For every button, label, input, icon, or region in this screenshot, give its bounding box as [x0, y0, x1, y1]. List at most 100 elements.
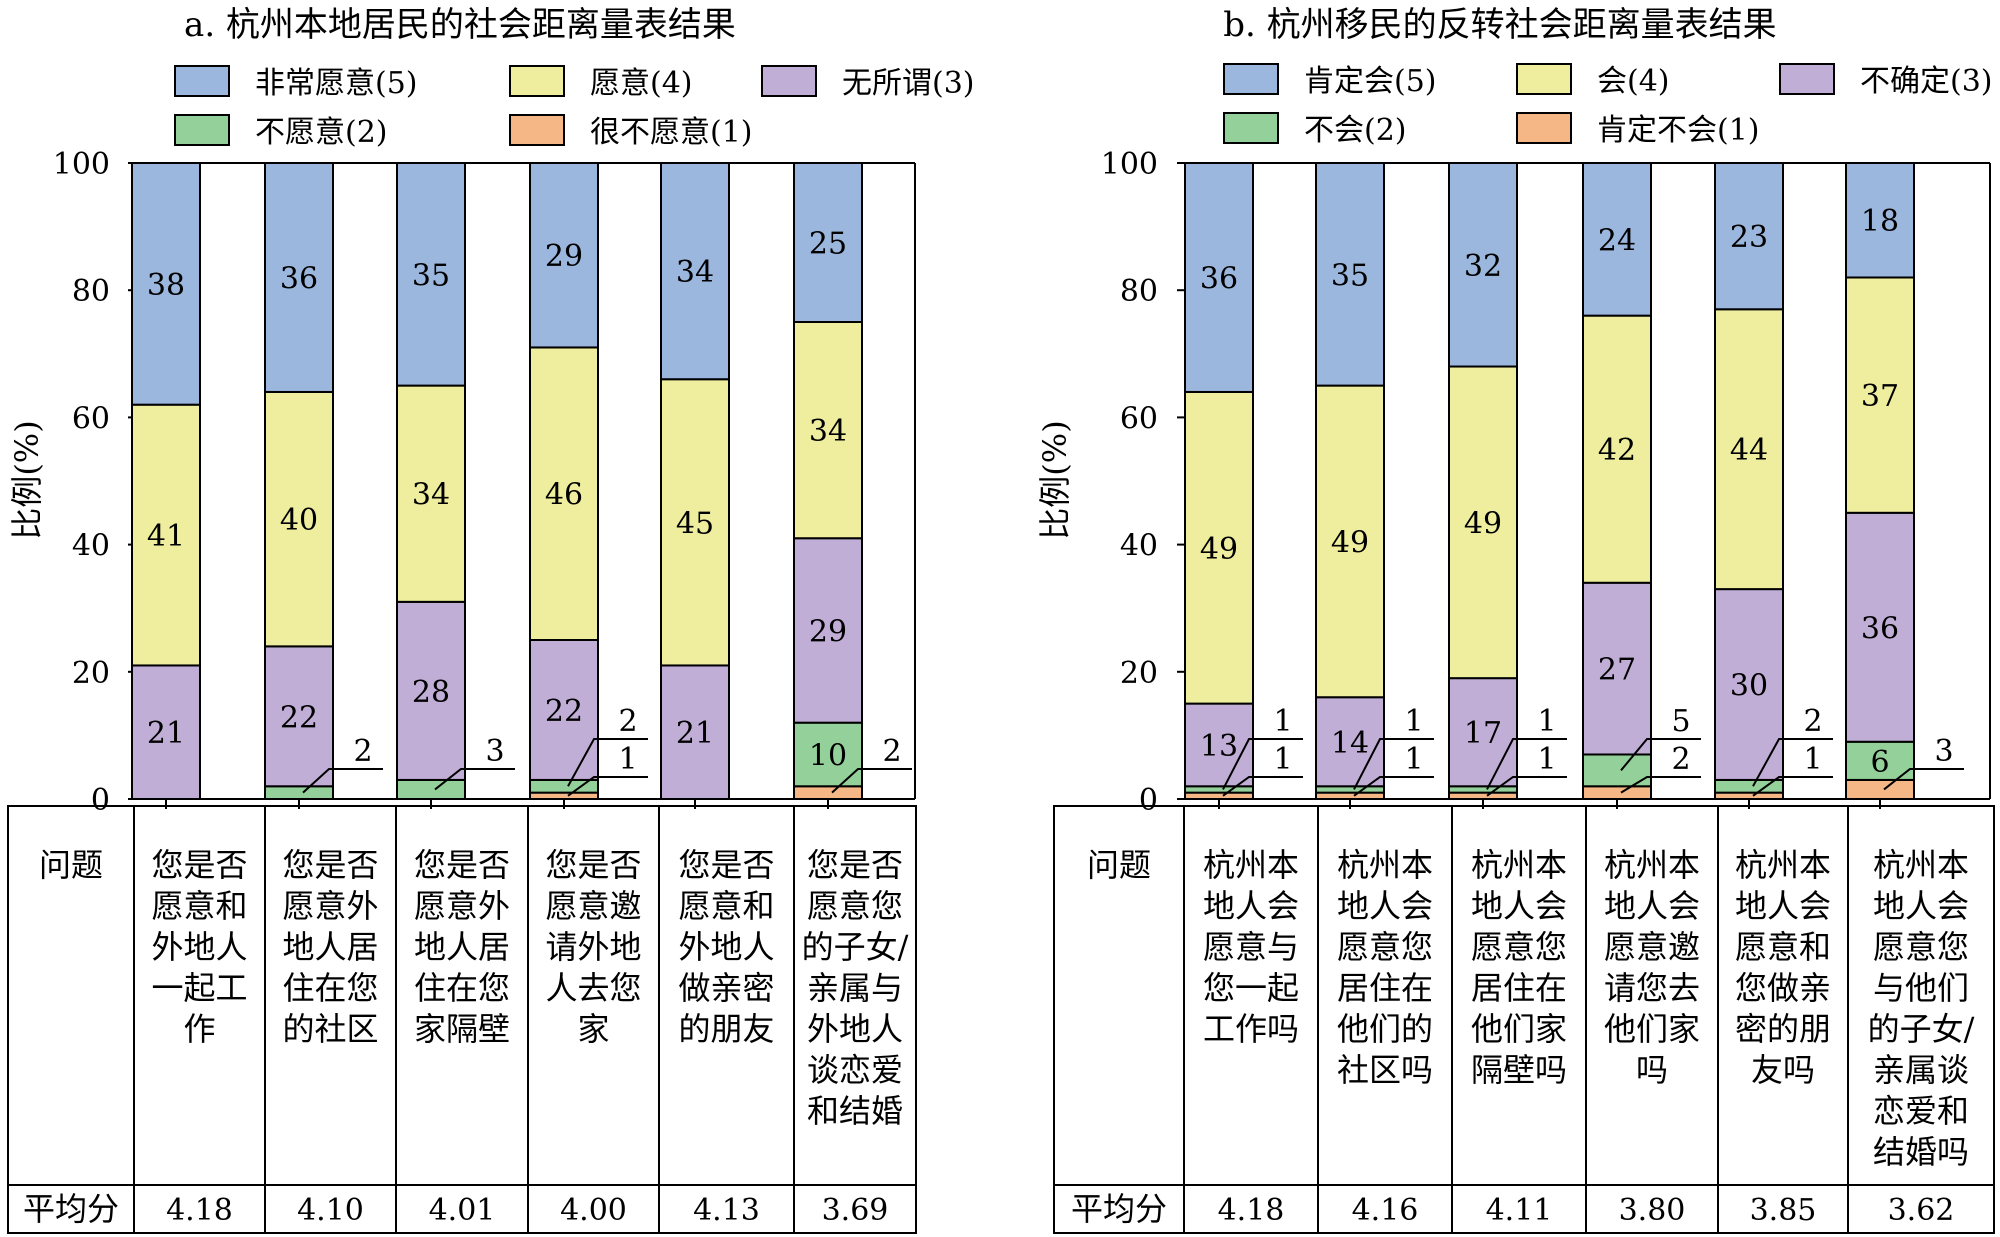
question-cell-line: 亲属谈: [1873, 1051, 1969, 1089]
chart-title: a. 杭州本地居民的社会距离量表结果: [184, 5, 736, 45]
bar-segment: [1448, 365, 1518, 680]
data-label: 1: [1803, 742, 1822, 777]
bar-segment: [264, 785, 334, 801]
y-tick-label: 0: [91, 783, 110, 818]
legend-label: 会(4): [1597, 64, 1670, 99]
table-header-cell: 问题: [1087, 846, 1151, 884]
callout-line: [1620, 776, 1701, 794]
question-cell-line: 密的朋: [1735, 1010, 1831, 1048]
y-tick-label: 20: [72, 656, 110, 691]
question-cell-line: 结婚吗: [1873, 1133, 1969, 1171]
bar-segment: [793, 162, 863, 323]
y-tick-label: 100: [53, 147, 110, 182]
data-label: 40: [280, 503, 318, 538]
question-cell-line: 住在您: [282, 969, 378, 1007]
bar-segment: [131, 403, 201, 667]
question-cell-line: 一起工: [151, 969, 247, 1007]
chart-title: b. 杭州移民的反转社会距离量表结果: [1223, 5, 1776, 45]
question-cell-line: 他们家: [1604, 1010, 1700, 1048]
y-tick-label: 40: [1120, 529, 1158, 564]
data-label: 10: [809, 738, 847, 773]
legend-label: 肯定不会(1): [1597, 113, 1760, 148]
legend-label: 很不愿意(1): [590, 115, 753, 150]
data-label: 22: [280, 700, 318, 735]
question-cell-line: 地人会: [1604, 887, 1700, 925]
bar-segment: [1184, 702, 1254, 788]
bar-segment: [793, 537, 863, 724]
score-cell: 4.11: [1486, 1193, 1553, 1228]
bar-segment: [1448, 677, 1518, 788]
question-cell-line: 愿意您: [807, 887, 903, 925]
bar-segment: [1315, 696, 1385, 788]
y-tick-label: 40: [72, 529, 110, 564]
question-cell-line: 住在您: [414, 969, 510, 1007]
bar-segment: [1714, 162, 1784, 311]
data-label: 34: [412, 478, 450, 513]
y-tick-label: 20: [1120, 656, 1158, 691]
bar-segment: [1184, 162, 1254, 393]
bar-segment: [660, 162, 730, 381]
data-label: 34: [676, 255, 714, 290]
legend-swatch: [761, 65, 817, 97]
bar-segment: [529, 162, 599, 349]
question-cell-line: 做亲密: [678, 969, 774, 1007]
question-cell-line: 家: [577, 1010, 609, 1048]
question-cell-line: 请外地: [545, 928, 641, 966]
data-label: 3: [1934, 734, 1953, 769]
bar-segment: [396, 384, 466, 603]
data-label: 24: [1598, 223, 1636, 258]
y-tick-label: 80: [72, 274, 110, 309]
score-cell: 3.80: [1619, 1193, 1686, 1228]
data-label: 21: [147, 716, 185, 751]
question-cell-line: 地人居: [414, 928, 510, 966]
question-cell-line: 工作吗: [1203, 1010, 1299, 1048]
question-cell-line: 友吗: [1751, 1051, 1815, 1089]
data-label: 29: [809, 614, 847, 649]
table-frame: [1053, 805, 1995, 1234]
data-label: 1: [618, 742, 637, 777]
data-label: 2: [882, 734, 901, 769]
bar-segment: [264, 645, 334, 788]
data-label: 38: [147, 268, 185, 303]
question-cell-line: 隔壁吗: [1471, 1051, 1567, 1089]
question-cell-line: 的社区: [282, 1010, 378, 1048]
table-header-cell: 问题: [39, 846, 103, 884]
question-cell-line: 他们的: [1337, 1010, 1433, 1048]
question-cell-line: 居住在: [1471, 969, 1567, 1007]
data-label: 34: [809, 414, 847, 449]
legend-swatch: [509, 65, 565, 97]
table-frame: [7, 805, 917, 1234]
question-cell-line: 与他们: [1873, 969, 1969, 1007]
data-label: 1: [1273, 742, 1292, 777]
score-cell: 4.18: [1218, 1193, 1285, 1228]
question-cell-line: 愿意您: [1873, 928, 1969, 966]
score-cell: 3.69: [822, 1193, 889, 1228]
bar-segment: [1845, 511, 1915, 743]
callout-line: [1222, 776, 1303, 797]
question-cell-line: 地人会: [1873, 887, 1969, 925]
data-label: 6: [1870, 745, 1889, 780]
score-cell: 4.00: [560, 1193, 627, 1228]
question-cell-line: 杭州本: [1604, 846, 1700, 884]
question-cell-line: 愿意邀: [1604, 928, 1700, 966]
question-cell-line: 他们家: [1471, 1010, 1567, 1048]
data-label: 13: [1200, 729, 1238, 764]
question-cell-line: 杭州本: [1873, 846, 1969, 884]
data-label: 22: [545, 694, 583, 729]
data-label: 1: [1537, 742, 1556, 777]
data-label: 30: [1730, 669, 1768, 704]
callout-line: [1353, 776, 1434, 797]
bar-segment: [793, 785, 863, 801]
bar-segment: [1845, 162, 1915, 279]
bar-segment: [396, 600, 466, 781]
question-cell-line: 杭州本: [1337, 846, 1433, 884]
bar-segment: [131, 162, 201, 406]
y-axis-label: 比例(%): [1036, 420, 1074, 539]
data-label: 42: [1598, 433, 1636, 468]
callout-line: [1620, 738, 1701, 772]
question-cell-line: 居住在: [1337, 969, 1433, 1007]
bar-segment: [529, 346, 599, 641]
y-tick-label: 80: [1120, 274, 1158, 309]
data-label: 29: [545, 239, 583, 274]
